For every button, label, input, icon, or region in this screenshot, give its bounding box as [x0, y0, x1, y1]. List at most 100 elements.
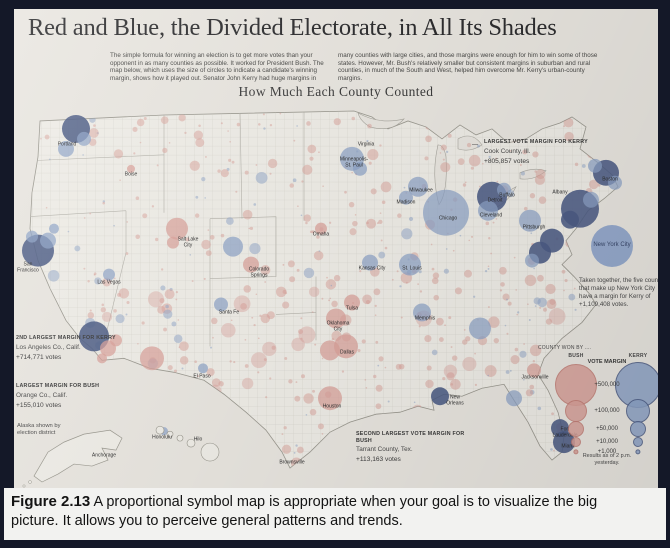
city-label: Hilo [193, 436, 203, 443]
county-dot [446, 372, 455, 381]
county-dot [450, 346, 453, 348]
county-dot [490, 252, 493, 255]
city-label: St. Louis [402, 265, 422, 272]
county-dot [529, 344, 542, 357]
county-dot [581, 164, 586, 168]
legend-size-label: +50,000 [596, 426, 618, 432]
county-dot [374, 304, 377, 308]
city-label: El Paso [193, 373, 211, 380]
county-dot [47, 269, 60, 282]
county-dot [553, 449, 555, 452]
county-dot [433, 294, 440, 301]
county-dot [181, 367, 184, 370]
county-dot [375, 340, 379, 344]
metro-circle [214, 297, 228, 312]
county-dot [113, 224, 115, 227]
county-dot [574, 162, 579, 167]
metro-circle [40, 232, 56, 249]
city-label: Anchorage [91, 452, 117, 459]
county-dot [432, 272, 440, 279]
county-dot [189, 160, 200, 171]
county-dot [197, 375, 200, 378]
county-dot [161, 268, 164, 271]
county-dot [101, 303, 105, 307]
county-dot [492, 221, 495, 224]
city-label: Honolulu [152, 434, 172, 441]
county-dot [440, 144, 447, 151]
county-dot [168, 142, 171, 144]
county-dot [515, 289, 518, 291]
county-dot [141, 321, 145, 325]
county-dot [231, 160, 235, 164]
legend-bush-header: BUSH [568, 353, 584, 359]
county-dot [195, 195, 199, 199]
county-dot [367, 123, 372, 129]
county-dot [67, 230, 70, 233]
county-dot [375, 403, 382, 410]
legend-won-by: COUNTY WON BY .... [538, 345, 592, 351]
county-dot [269, 123, 273, 127]
county-dot [89, 309, 92, 312]
county-dot [325, 279, 337, 290]
city-label: Memphis [414, 315, 436, 322]
county-dot [534, 305, 537, 307]
county-dot [431, 349, 438, 356]
annotation-tarrant-county: SECOND LARGEST VOTE MARGIN FOR BUSH Tarr… [356, 431, 476, 463]
county-dot [45, 206, 48, 209]
annotation-place: Tarrant County, Tex. [356, 446, 413, 454]
county-dot [533, 267, 535, 270]
county-dot [321, 433, 324, 435]
alaska-inset [33, 429, 123, 483]
county-dot [522, 149, 528, 155]
county-dot [257, 371, 260, 374]
county-dot [354, 214, 357, 216]
county-dot [255, 293, 258, 296]
city-label: Santa Fe [218, 309, 240, 316]
county-dot [529, 193, 536, 199]
nyc-note: Taken together, the five counties that m… [579, 277, 658, 309]
county-dot [210, 346, 213, 349]
legend-size-circle [630, 421, 646, 437]
city-label: Detroit [487, 197, 503, 204]
county-dot [333, 274, 341, 282]
city-label: Colorado Springs [248, 266, 270, 278]
county-dot [495, 218, 498, 220]
annotation-orange-county: LARGEST MARGIN FOR BUSH Orange Co., Cali… [16, 383, 134, 409]
county-dot [137, 342, 139, 345]
county-dot [464, 269, 472, 278]
city-label: Omaha [312, 231, 330, 238]
county-dot [295, 381, 298, 384]
county-dot [487, 267, 490, 270]
county-dot [440, 162, 451, 173]
county-dot [255, 164, 258, 166]
county-dot [309, 230, 313, 234]
county-dot [220, 233, 225, 238]
county-dot [361, 339, 366, 344]
county-dot [204, 197, 206, 199]
county-dot [330, 284, 333, 287]
city-label: Tulsa [345, 305, 359, 312]
county-dot [198, 124, 201, 128]
county-dot [500, 282, 505, 287]
county-dot [359, 270, 362, 273]
county-dot [487, 374, 490, 377]
county-dot [226, 217, 234, 225]
county-dot [399, 285, 402, 288]
city-label: Virginia [357, 141, 375, 148]
city-label: Milwaukee [409, 187, 433, 194]
county-dot [316, 235, 320, 239]
county-dot [326, 276, 328, 279]
county-dot [367, 149, 379, 161]
metro-circle [408, 176, 428, 197]
metro-circle [399, 253, 421, 276]
county-dot [165, 304, 169, 309]
city-label: Minneapolis- St. Paul [339, 156, 369, 168]
county-dot [228, 158, 232, 162]
county-dot [495, 157, 497, 160]
county-dot [509, 369, 512, 372]
legend-vote-margin-title: VOTE MARGIN [587, 359, 627, 365]
county-dot [516, 313, 519, 316]
pointer-dash: — [472, 142, 478, 148]
county-dot [525, 389, 534, 397]
county-dot [263, 358, 267, 362]
